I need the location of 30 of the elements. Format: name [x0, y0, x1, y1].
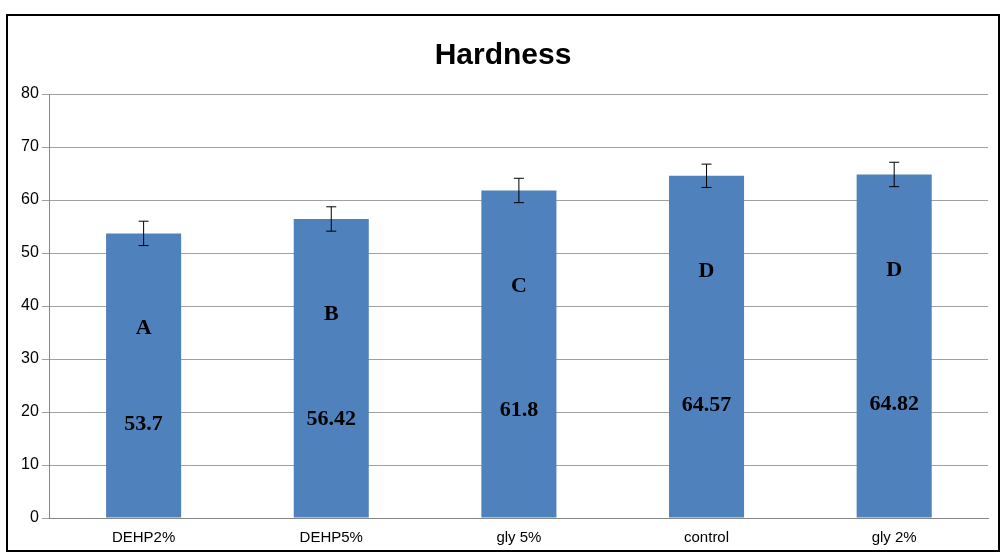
data-label: 61.8 — [499, 395, 539, 421]
y-tick-label: 70 — [21, 137, 39, 155]
x-tick-label: gly 5% — [496, 528, 542, 546]
bar — [293, 218, 369, 518]
x-tick-label: DEHP2% — [111, 528, 176, 546]
data-label: 53.7 — [124, 409, 163, 435]
annotation: D — [698, 256, 715, 282]
bar — [669, 175, 745, 518]
y-tick-label: 0 — [29, 508, 39, 526]
y-tick-label: 40 — [21, 296, 39, 314]
data-label: 64.57 — [681, 390, 732, 416]
annotation: C — [510, 271, 527, 297]
y-tick-label: 30 — [21, 349, 39, 367]
y-tick-label: 80 — [21, 84, 39, 102]
y-tick-label: 10 — [21, 455, 39, 473]
chart-title: Hardness — [434, 37, 572, 71]
x-tick-label: DEHP5% — [299, 528, 363, 546]
annotation: D — [886, 255, 903, 281]
bar — [106, 233, 182, 518]
data-label: 56.42 — [306, 405, 357, 431]
x-tick-label: gly 2% — [871, 528, 917, 546]
y-tick-label: 20 — [21, 402, 39, 420]
y-tick-label: 60 — [21, 190, 39, 208]
bar — [856, 174, 932, 518]
annotation: B — [323, 300, 339, 326]
bar — [481, 190, 557, 518]
x-tick-label: control — [684, 528, 730, 546]
annotation: A — [135, 314, 152, 340]
data-label: 64.82 — [869, 390, 919, 416]
y-tick-label: 50 — [21, 243, 39, 261]
